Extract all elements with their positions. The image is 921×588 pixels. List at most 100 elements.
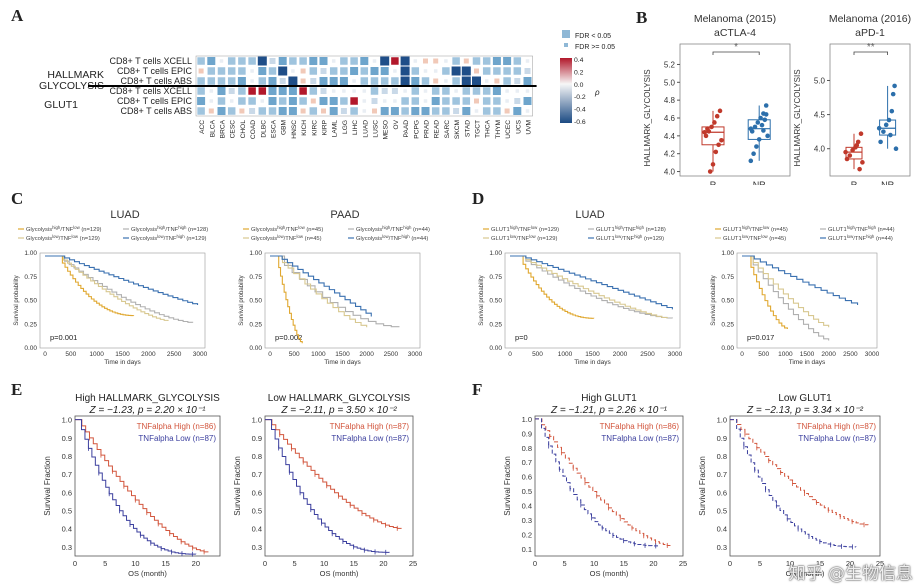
- heatmap-cell: [493, 97, 501, 105]
- heatmap-cell: [462, 97, 471, 105]
- heatmap-cell: [380, 67, 389, 75]
- heatmap-cell: [250, 69, 254, 73]
- x-tick-label: 1500: [335, 351, 350, 358]
- x-tick-label: 20: [649, 559, 657, 568]
- data-point: [712, 120, 717, 125]
- heatmap-cell: [227, 57, 236, 65]
- data-point: [860, 160, 865, 165]
- heatmap-cell: [249, 108, 256, 114]
- heatmap-cell: [493, 107, 501, 115]
- km-curve: [742, 255, 788, 329]
- km-frame: [504, 252, 681, 349]
- km-legend-entry: GLUT1low/TNFhigh (n=44): [828, 234, 893, 243]
- x-tick-label: 0: [533, 559, 537, 568]
- heatmap-cell: [391, 88, 398, 94]
- heatmap-cell: [269, 58, 276, 64]
- y-tick-label: 0.1: [522, 545, 532, 554]
- heatmap-cell: [227, 67, 236, 75]
- heatmap-col-label: MESO: [383, 120, 390, 139]
- heatmap-cell: [372, 59, 377, 63]
- km-xlabel: OS (month): [786, 569, 825, 578]
- heatmap-cell: [505, 89, 509, 93]
- km-frame: [264, 252, 421, 349]
- y-tick-label: 0.8: [62, 452, 72, 461]
- y-tick-label: 0.6: [62, 488, 72, 497]
- km-ylabel: Survival Fraction: [503, 456, 512, 516]
- heatmap-cell: [228, 88, 235, 94]
- heatmap-cell: [238, 87, 246, 95]
- heatmap-cell: [278, 87, 287, 95]
- km-xlabel: Time in days: [104, 359, 141, 366]
- heatmap-cell: [217, 107, 226, 115]
- y-tick-label: 0.5: [252, 507, 262, 516]
- x-tick-label: 10: [320, 559, 328, 568]
- km-legend-entry: Glycolysishigh/TNFlow (n=129): [26, 225, 102, 234]
- km-ylabel: Survival probability: [479, 275, 485, 325]
- heatmap-cell: [472, 76, 481, 86]
- heatmap-cell: [217, 97, 226, 105]
- legend-high: TNFalpha High (n=87): [330, 422, 410, 431]
- heatmap-cell: [268, 97, 277, 105]
- heatmap-cell: [401, 97, 409, 105]
- y-tick-label: 4.4: [664, 132, 676, 141]
- legend-fdr-low-swatch: [562, 30, 570, 38]
- data-point: [756, 137, 762, 142]
- heatmap-cell: [250, 79, 254, 83]
- km-frame: [264, 415, 414, 557]
- heatmap-cell: [433, 78, 439, 84]
- heatmap-col-label: PAAD: [403, 120, 410, 138]
- x-tick-label: 2000: [821, 351, 836, 358]
- heatmap-cell: [482, 97, 491, 105]
- km-curve: [742, 255, 830, 341]
- km-xlabel: OS (month): [590, 569, 629, 578]
- sig-bracket: [853, 51, 888, 55]
- colorbar: [560, 58, 572, 123]
- km-stat: Z = −2.13, p = 3.34 × 10⁻²: [746, 405, 864, 416]
- km-curve: [45, 255, 135, 317]
- heatmap-cell: [238, 67, 246, 75]
- heatmap-cell: [411, 97, 420, 105]
- data-point: [752, 124, 758, 130]
- heatmap-cell: [227, 77, 236, 85]
- y-tick-label: 0.75: [721, 274, 734, 281]
- heatmap-cell: [400, 66, 410, 76]
- x-tick-label: 20: [192, 559, 200, 568]
- colorbar-tick: 0.2: [574, 69, 584, 76]
- y-tick-label: 5.0: [814, 76, 826, 85]
- panel-label-f: F: [472, 380, 483, 399]
- heatmap-cell: [257, 56, 267, 66]
- data-point: [751, 151, 756, 156]
- heatmap-legend: FDR < 0.05 FDR >= 0.05 0.4 0.2 0.0 -0.2 -0.4 -0…: [560, 30, 615, 126]
- x-tick-label: 2500: [843, 351, 858, 358]
- heatmap-cell: [229, 99, 234, 103]
- heatmap-cell: [362, 109, 367, 113]
- y-tick-label: 0.7: [522, 458, 532, 467]
- heatmap-cell: [331, 89, 336, 93]
- km-legend-entry: GLUT1high/TNFhigh (n=128): [596, 225, 666, 234]
- x-tick-label: 0: [508, 351, 512, 358]
- heatmap-cell: [452, 77, 460, 85]
- heatmap-cell: [370, 67, 379, 75]
- data-point: [717, 108, 723, 114]
- heatmap-col-label: LAML: [332, 120, 339, 138]
- data-point: [710, 162, 716, 167]
- x-tick-label: 3000: [193, 351, 208, 358]
- heatmap-group-label: GLUT1: [44, 99, 78, 111]
- heatmap-cell: [350, 57, 358, 65]
- heatmap-row-label: CD8+ T cells ABS: [121, 106, 192, 116]
- x-tick-label: 5: [103, 559, 107, 568]
- y-tick-label: 0.75: [489, 274, 502, 281]
- y-tick-label: 4.8: [664, 96, 676, 105]
- heatmap-cell: [291, 69, 295, 73]
- heatmap-cell: [360, 77, 369, 85]
- heatmap-cell: [288, 107, 297, 115]
- heatmap-cell: [451, 66, 461, 76]
- x-tick-label: 1000: [778, 351, 793, 358]
- heatmap-col-label: READ: [434, 120, 441, 139]
- data-point: [850, 147, 855, 153]
- heatmap-cell: [209, 89, 214, 93]
